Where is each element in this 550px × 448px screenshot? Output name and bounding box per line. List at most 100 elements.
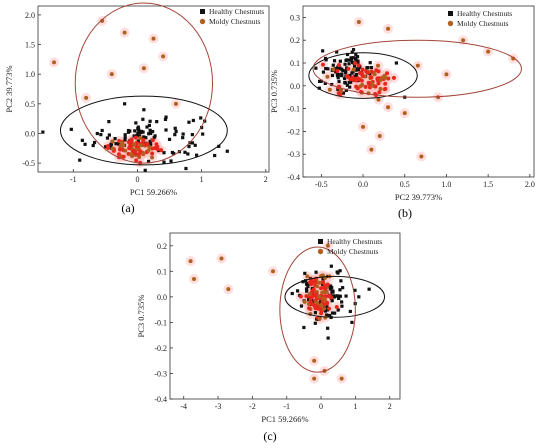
healthy-point: [336, 271, 340, 275]
healthy-point: [304, 282, 309, 286]
healthy-point: [148, 139, 152, 144]
moldy-point: [317, 294, 322, 299]
moldy-point: [391, 75, 396, 80]
healthy-point: [146, 159, 151, 164]
healthy-point: [195, 153, 199, 157]
moldy-point: [350, 75, 355, 80]
healthy-point: [350, 320, 354, 324]
moldy-point: [146, 148, 151, 153]
panel-label: (c): [263, 429, 276, 443]
healthy-point: [213, 153, 217, 158]
moldy-point: [376, 69, 381, 74]
healthy-point: [190, 141, 195, 145]
healthy-point: [365, 66, 369, 70]
moldy-point: [359, 78, 364, 83]
moldy-point: [378, 86, 383, 91]
healthy-point: [340, 72, 344, 76]
healthy-point: [347, 58, 351, 62]
healthy-point: [321, 277, 325, 281]
chart-panel-3: -4 -3 -2 -1 0 1 2 -0.4 -0.3 -0.2 -0.1 0.0 0.1 0.2 PC1 …: [136, 232, 401, 443]
healthy-point: [173, 133, 177, 137]
moldy-point: [320, 290, 325, 295]
moldy-point: [361, 124, 366, 129]
healthy-confidence-ellipse: [308, 52, 418, 99]
x-tick-label: -0.5: [315, 180, 328, 189]
healthy-point: [174, 129, 178, 134]
x-tick-label: 2: [264, 175, 268, 184]
moldy-point: [150, 155, 155, 160]
healthy-point: [339, 279, 343, 283]
healthy-point: [328, 313, 332, 318]
x-tick-label: -2: [249, 402, 256, 411]
plot-frame: [169, 232, 401, 400]
moldy-point: [383, 81, 388, 86]
healthy-point: [338, 59, 342, 63]
healthy-point: [345, 83, 349, 87]
moldy-point: [310, 302, 315, 307]
y-tick-label: -0.4: [287, 173, 300, 182]
x-tick-label: 2.0: [525, 180, 535, 189]
moldy-point: [334, 304, 339, 309]
moldy-point: [138, 143, 143, 148]
x-tick-label: 1.0: [441, 180, 451, 189]
moldy-point: [486, 49, 491, 54]
healthy-point: [354, 72, 359, 77]
healthy-point: [326, 326, 330, 330]
healthy-point: [136, 127, 140, 131]
healthy-point: [344, 294, 348, 298]
panel-label: (b): [398, 206, 412, 220]
healthy-point: [114, 142, 118, 146]
plot-frame: [37, 5, 270, 173]
y-tick-label: -0.2: [287, 127, 300, 136]
healthy-point: [335, 50, 339, 54]
moldy-point: [335, 68, 340, 73]
healthy-point: [321, 70, 326, 74]
healthy-point: [330, 73, 335, 78]
y-axis-label: PC2 39.773%: [4, 65, 14, 112]
moldy-point: [270, 269, 275, 274]
healthy-point: [69, 127, 73, 131]
x-tick-label: 1.5: [483, 180, 493, 189]
healthy-point: [329, 264, 333, 268]
healthy-point: [108, 145, 112, 149]
healthy-point: [344, 58, 348, 62]
moldy-point: [339, 376, 344, 381]
healthy-point: [173, 126, 177, 130]
moldy-point: [319, 311, 324, 316]
moldy-point: [119, 140, 124, 145]
healthy-point: [132, 134, 136, 138]
healthy-point: [313, 321, 317, 325]
healthy-point: [314, 66, 318, 70]
moldy-point: [326, 294, 331, 299]
y-tick-label: 1.0: [25, 70, 35, 79]
healthy-point: [100, 128, 104, 133]
healthy-point: [343, 80, 347, 85]
moldy-point: [356, 19, 361, 24]
moldy-point: [321, 280, 326, 285]
healthy-point: [162, 160, 166, 164]
moldy-point: [308, 297, 313, 302]
healthy-point: [78, 158, 82, 162]
healthy-point: [336, 294, 340, 298]
moldy-point: [307, 292, 312, 297]
healthy-point: [306, 284, 310, 289]
healthy-point: [107, 133, 111, 137]
healthy-point: [104, 145, 108, 149]
healthy-point: [326, 336, 330, 340]
healthy-point: [336, 308, 340, 312]
healthy-confidence-ellipse: [59, 95, 228, 166]
chart-panel-2: -0.5 0.0 0.5 1.0 1.5 2.0 -0.4 -0.3 -0.2 -0.1 0.0 0.…: [269, 5, 535, 220]
moldy-point: [312, 279, 317, 284]
healthy-point: [91, 143, 95, 148]
chart-panel-1: -1 0 1 2 -0.5 0.0 0.5 1.0 1.5 2.0 PC1 59.266% PC2 3…: [4, 2, 270, 215]
healthy-point: [356, 60, 360, 64]
moldy-point: [317, 280, 322, 285]
moldy-point: [325, 243, 330, 248]
healthy-point: [148, 119, 152, 123]
moldy-point: [173, 101, 178, 106]
y-tick-label: 0.0: [157, 293, 167, 302]
legend-healthy-label: Healthy Chestnuts: [457, 9, 512, 18]
healthy-point: [151, 129, 155, 134]
moldy-point: [143, 142, 148, 147]
